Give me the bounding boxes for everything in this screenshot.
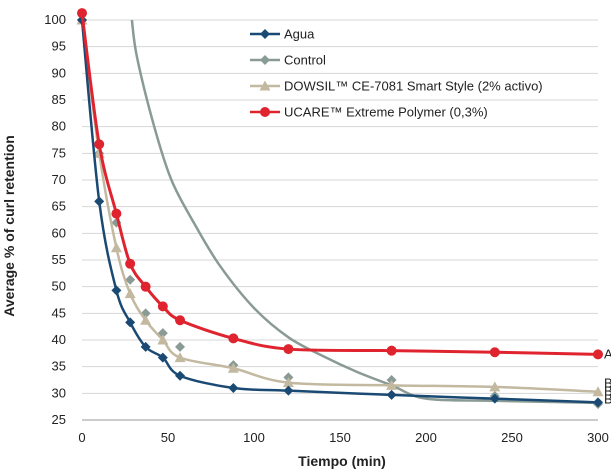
series-3-point-7	[228, 333, 239, 344]
series-1-point-6	[175, 341, 186, 352]
series-0-point-8	[283, 385, 294, 396]
legend-marker-2	[259, 80, 271, 91]
series-3-point-0	[77, 8, 87, 19]
y-tick-label-0: 25	[52, 412, 66, 427]
legend-label-3: UCARE™ Extreme Polymer (0,3%)	[284, 105, 488, 120]
x-tick-label-5: 250	[501, 430, 523, 445]
series-3-point-2	[111, 208, 122, 219]
series-3-point-10	[489, 347, 500, 358]
series-2-point-6	[174, 352, 186, 363]
y-tick-label-7: 60	[52, 225, 66, 240]
legend-marker-3	[260, 107, 270, 117]
y-tick-label-3: 40	[52, 332, 66, 347]
y-tick-labels: 25 30 35 40 45 50 55 60 65 70 75 80 85 90 95 100	[44, 12, 66, 427]
y-tick-label-14: 95	[52, 39, 66, 54]
series-3-point-1	[94, 139, 105, 150]
series-2-point-2	[110, 242, 122, 253]
series-0-point-3	[125, 317, 136, 328]
series-0-point-1	[94, 196, 105, 207]
series-line-0	[80, 19, 599, 404]
end-label-1: B	[604, 376, 611, 391]
series-line-3	[80, 12, 599, 356]
x-tick-label-6: 300	[587, 430, 609, 445]
series-2-point-10	[489, 381, 501, 392]
series-line-2	[80, 19, 599, 393]
series-0-point-2	[111, 285, 122, 296]
y-tick-label-4: 45	[52, 305, 66, 320]
series-3	[77, 8, 603, 360]
series-2-point-9	[386, 379, 398, 390]
end-label-2: B	[604, 384, 611, 399]
series-3-point-11	[593, 349, 603, 360]
series-3-point-5	[157, 301, 168, 312]
series-line-1	[130, 19, 599, 405]
legend-marker-1	[260, 55, 270, 65]
x-tick-label-4: 200	[415, 430, 437, 445]
x-tick-label-0: 0	[78, 430, 85, 445]
y-tick-label-10: 75	[52, 145, 66, 160]
legend-label-0: Agua	[284, 27, 315, 42]
y-tick-label-8: 65	[52, 199, 66, 214]
y-tick-label-13: 90	[52, 65, 66, 80]
series-2	[76, 14, 604, 397]
series-2-point-8	[282, 377, 294, 388]
y-tick-label-6: 55	[52, 252, 66, 267]
y-tick-label-5: 50	[52, 279, 66, 294]
series-0-point-4	[140, 341, 151, 352]
series-3-point-9	[386, 345, 397, 356]
y-axis-title: Average % of curl retention	[1, 135, 17, 317]
series-2-point-7	[227, 362, 239, 373]
series-3-point-6	[175, 315, 186, 326]
series-3-point-8	[283, 344, 294, 355]
y-tick-label-12: 85	[52, 92, 66, 107]
x-tick-label-1: 50	[161, 430, 175, 445]
series-0	[77, 15, 603, 408]
legend: Agua Control DOWSIL™ CE-7081 Smart Style (…	[250, 27, 543, 120]
series-0-point-5	[157, 352, 168, 363]
y-tick-label-2: 35	[52, 359, 66, 374]
series-2-point-5	[157, 334, 169, 345]
gridlines	[82, 19, 598, 394]
series-0-point-6	[175, 370, 186, 381]
y-tick-label-15: 100	[44, 12, 66, 27]
series-3-point-3	[125, 258, 136, 269]
x-tick-label-2: 100	[243, 430, 265, 445]
series-0-point-10	[489, 393, 500, 404]
end-label-0: A	[604, 346, 611, 361]
legend-label-2: DOWSIL™ CE-7081 Smart Style (2% activo)	[284, 79, 543, 94]
x-axis-title: Tiempo (min)	[298, 453, 386, 469]
x-tick-label-3: 150	[329, 430, 351, 445]
series-2-point-4	[140, 314, 152, 325]
y-tick-label-1: 30	[52, 385, 66, 400]
end-label-3: B	[604, 392, 611, 407]
series-2-point-11	[592, 386, 604, 397]
legend-marker-0	[260, 29, 270, 39]
series-0-point-11	[593, 397, 603, 408]
series-1-point-3	[125, 274, 136, 285]
series-0-point-9	[386, 389, 397, 400]
legend-label-1: Control	[284, 53, 326, 68]
y-tick-label-9: 70	[52, 172, 66, 187]
x-tick-labels: 0 50 100 150 200 250 300	[78, 430, 608, 445]
y-tick-label-11: 80	[52, 119, 66, 134]
series-2-point-3	[124, 288, 136, 299]
series-layer	[76, 8, 604, 409]
series-0-point-7	[228, 383, 239, 393]
series-3-point-4	[140, 281, 151, 292]
